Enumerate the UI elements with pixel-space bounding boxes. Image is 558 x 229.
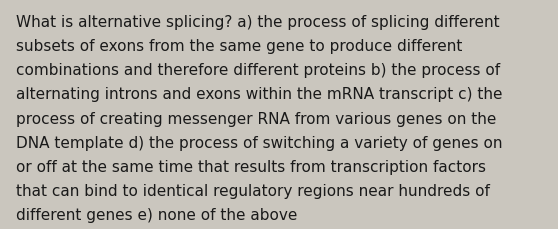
Text: combinations and therefore different proteins b) the process of: combinations and therefore different pro… [16,63,500,78]
Text: subsets of exons from the same gene to produce different: subsets of exons from the same gene to p… [16,39,462,54]
Text: What is alternative splicing? a) the process of splicing different: What is alternative splicing? a) the pro… [16,15,499,30]
Text: that can bind to identical regulatory regions near hundreds of: that can bind to identical regulatory re… [16,183,489,198]
Text: alternating introns and exons within the mRNA transcript c) the: alternating introns and exons within the… [16,87,502,102]
Text: process of creating messenger RNA from various genes on the: process of creating messenger RNA from v… [16,111,496,126]
Text: DNA template d) the process of switching a variety of genes on: DNA template d) the process of switching… [16,135,502,150]
Text: or off at the same time that results from transcription factors: or off at the same time that results fro… [16,159,485,174]
Text: different genes e) none of the above: different genes e) none of the above [16,207,297,222]
